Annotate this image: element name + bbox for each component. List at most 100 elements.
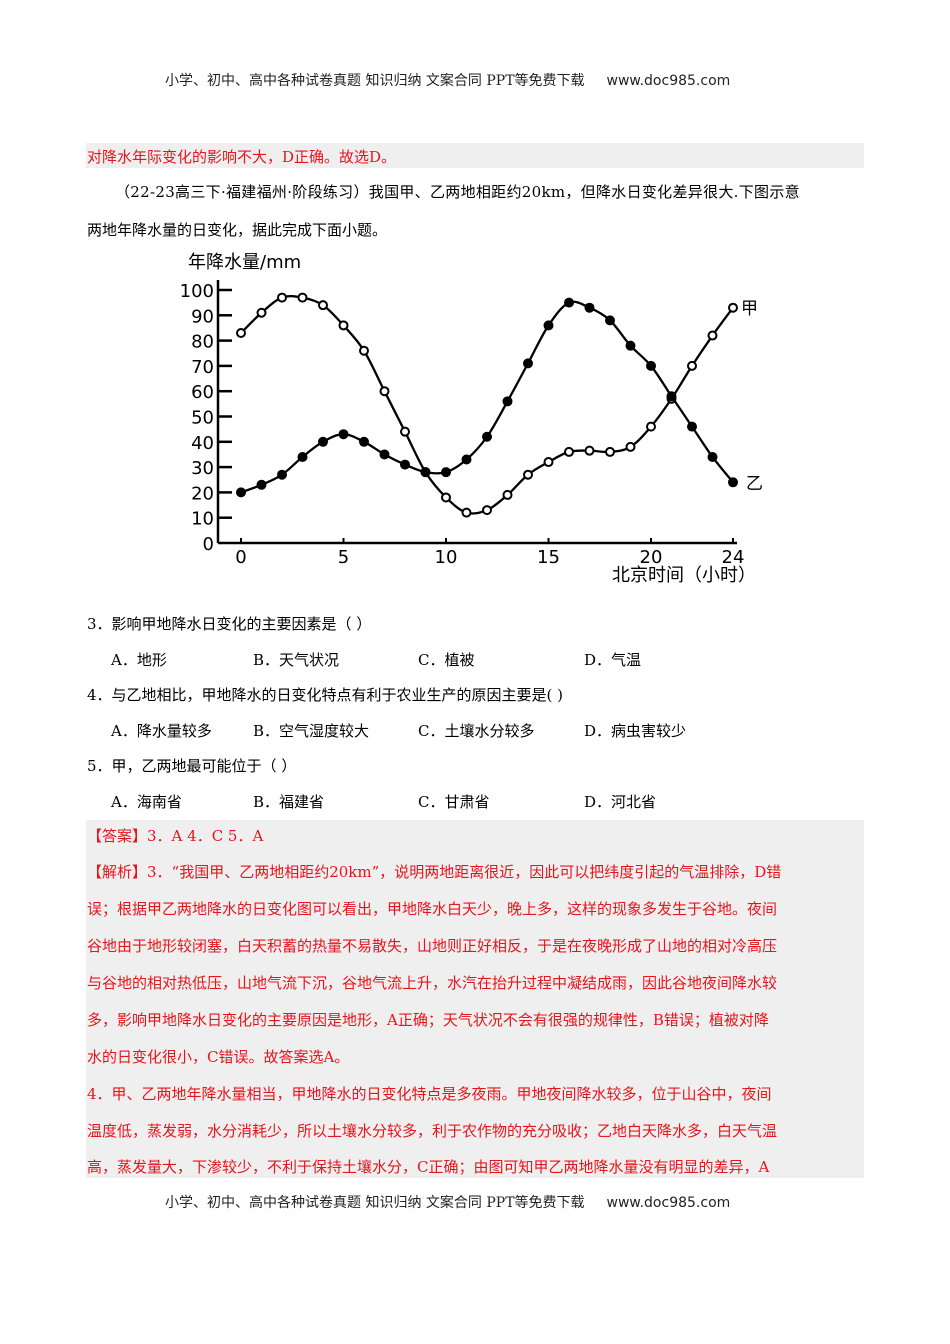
q5-option-a: A．海南省 bbox=[111, 793, 182, 811]
data-point-yi bbox=[605, 315, 615, 326]
analysis-line: 【解析】3．“我国甲、乙两地相距约20km”，说明两地距离很近，因此可以把纬度引… bbox=[87, 863, 782, 881]
q5-option-d: D．河北省 bbox=[584, 793, 657, 811]
analysis-line: 谷地由于地形较闭塞，白天积蓄的热量不易散失，山地则正好相反，于是在夜晚形成了山地… bbox=[87, 937, 778, 955]
analysis-line: 误；根据甲乙两地降水的日变化图可以看出，甲地降水白天少，晚上多，这样的现象多发生… bbox=[87, 900, 778, 918]
data-point-yi bbox=[728, 477, 738, 488]
data-point-yi bbox=[482, 431, 492, 442]
analysis-line: 与谷地的相对热低压，山地气流下沉，谷地气流上升，水汽在抬升过程中凝结成雨，因此谷… bbox=[87, 974, 778, 992]
header-text: 小学、初中、高中各种试卷真题 知识归纳 文案合同 PPT等免费下载 bbox=[165, 73, 585, 89]
data-point-yi bbox=[625, 340, 636, 351]
y-tick-label: 50 bbox=[191, 408, 214, 429]
analysis-line: 多，影响甲地降水日变化的主要原因是地形，A正确；天气状况不会有很强的规律性，B错… bbox=[87, 1011, 769, 1029]
data-point-yi bbox=[338, 429, 349, 440]
series-line-yi bbox=[240, 300, 734, 494]
y-tick-label: 10 bbox=[191, 509, 214, 530]
data-point-jia bbox=[687, 360, 697, 371]
data-point-jia bbox=[379, 386, 390, 397]
data-point-jia bbox=[297, 292, 308, 303]
data-point-jia bbox=[256, 307, 267, 318]
series-label-jia: 甲 bbox=[741, 299, 758, 319]
data-point-jia bbox=[564, 446, 574, 457]
analysis-line: 4．甲、乙两地年降水量相当，甲地降水的日变化特点是多夜雨。甲地夜间降水较多，位于… bbox=[87, 1085, 772, 1103]
q3-option-a: A．地形 bbox=[111, 651, 167, 669]
q3-option-c: C．植被 bbox=[418, 651, 475, 669]
y-axis-label: 年降水量/mm bbox=[188, 252, 301, 273]
data-point-jia bbox=[277, 292, 287, 303]
q4-option-a: A．降水量较多 bbox=[111, 722, 212, 740]
data-point-jia bbox=[236, 328, 246, 339]
data-point-yi bbox=[420, 467, 431, 478]
y-tick-label: 70 bbox=[191, 357, 214, 378]
data-point-yi bbox=[277, 469, 287, 480]
answer-line: 【答案】3．A 4．C 5．A bbox=[87, 827, 264, 845]
footer-text: 小学、初中、高中各种试卷真题 知识归纳 文案合同 PPT等免费下载 bbox=[165, 1195, 585, 1211]
question-5-stem: 5．甲，乙两地最可能位于（ ） bbox=[87, 757, 297, 775]
x-axis-label: 北京时间（小时） bbox=[612, 565, 756, 586]
q3-option-b: B．天气状况 bbox=[253, 651, 340, 669]
series-line-jia bbox=[240, 294, 734, 515]
analysis-line: 温度低，蒸发弱，水分消耗少，所以土壤水分较多，利于农作物的充分吸收；乙地白天降水… bbox=[87, 1122, 778, 1140]
analysis-line: 水的日变化很小，C错误。故答案选A。 bbox=[87, 1048, 350, 1066]
data-point-yi bbox=[543, 320, 554, 331]
analysis-line: 高，蒸发量大，下渗较少，不利于保持土壤水分，C正确；由图可知甲乙两地降水量没有明… bbox=[87, 1158, 770, 1176]
y-tick-label: 90 bbox=[191, 306, 214, 327]
answer-highlight-bg bbox=[86, 143, 864, 168]
y-tick-label: 100 bbox=[180, 281, 214, 302]
data-point-yi bbox=[564, 297, 574, 308]
data-point-yi bbox=[441, 467, 451, 478]
data-point-yi bbox=[297, 451, 308, 462]
answer-block-bg bbox=[86, 820, 864, 1178]
q4-option-d: D．病虫害较少 bbox=[584, 722, 687, 740]
data-point-yi bbox=[379, 449, 390, 460]
data-point-yi bbox=[707, 451, 718, 462]
question-3-stem: 3．影响甲地降水日变化的主要因素是（ ） bbox=[87, 615, 372, 633]
series-label-yi: 乙 bbox=[746, 474, 763, 494]
y-tick-label: 40 bbox=[191, 433, 214, 454]
data-point-jia bbox=[502, 489, 513, 500]
y-tick-label: 20 bbox=[191, 483, 214, 504]
x-tick-label: 5 bbox=[338, 547, 349, 568]
x-tick-label: 20 bbox=[640, 547, 663, 568]
q4-option-c: C．土壤水分较多 bbox=[418, 722, 535, 740]
intro-line-2: 两地年降水量的日变化，据此完成下面小题。 bbox=[87, 221, 388, 239]
data-point-jia bbox=[359, 345, 369, 356]
data-point-jia bbox=[584, 445, 595, 456]
data-point-yi bbox=[666, 391, 677, 402]
y-tick-label: 80 bbox=[191, 332, 214, 353]
data-point-yi bbox=[400, 459, 410, 470]
data-point-jia bbox=[441, 492, 451, 503]
page-footer: 小学、初中、高中各种试卷真题 知识归纳 文案合同 PPT等免费下载 www.doc… bbox=[165, 1192, 730, 1212]
precipitation-chart: 年降水量/mm 北京时间（小时） 0 10 20 30 40 50 60 70 80 90 100 0… bbox=[180, 252, 763, 586]
data-point-jia bbox=[338, 320, 349, 331]
data-point-jia bbox=[605, 446, 615, 457]
data-point-yi bbox=[461, 454, 472, 465]
data-point-jia bbox=[625, 441, 636, 452]
data-point-yi bbox=[236, 487, 246, 498]
data-point-yi bbox=[502, 396, 513, 407]
question-4-stem: 4．与乙地相比，甲地降水的日变化特点有利于农业生产的原因主要是( ) bbox=[87, 686, 564, 704]
data-point-yi bbox=[584, 302, 595, 313]
x-tick-label: 0 bbox=[235, 547, 246, 568]
header-url[interactable]: www.doc985.com bbox=[606, 73, 731, 89]
data-point-yi bbox=[523, 358, 533, 369]
x-tick-label: 15 bbox=[537, 547, 560, 568]
data-point-jia bbox=[318, 300, 328, 311]
data-point-yi bbox=[687, 421, 697, 432]
q4-option-b: B．空气湿度较大 bbox=[253, 722, 370, 740]
footer-url[interactable]: www.doc985.com bbox=[606, 1195, 731, 1211]
data-point-yi bbox=[256, 479, 267, 490]
intro-line-1: （22-23高三下·福建福州·阶段练习）我国甲、乙两地相距约20km，但降水日变… bbox=[115, 183, 800, 201]
x-tick-label: 10 bbox=[435, 547, 458, 568]
q5-option-c: C．甘肃省 bbox=[418, 793, 490, 811]
data-point-yi bbox=[359, 436, 369, 447]
q3-option-d: D．气温 bbox=[584, 651, 642, 669]
y-tick-label: 30 bbox=[191, 458, 214, 479]
y-tick-label: 60 bbox=[191, 382, 214, 403]
data-point-jia bbox=[523, 469, 533, 480]
data-point-yi bbox=[318, 436, 328, 447]
data-point-jia bbox=[707, 330, 718, 341]
x-tick-label: 24 bbox=[722, 547, 745, 568]
y-tick-label: 0 bbox=[203, 534, 214, 555]
data-point-jia bbox=[482, 505, 492, 516]
